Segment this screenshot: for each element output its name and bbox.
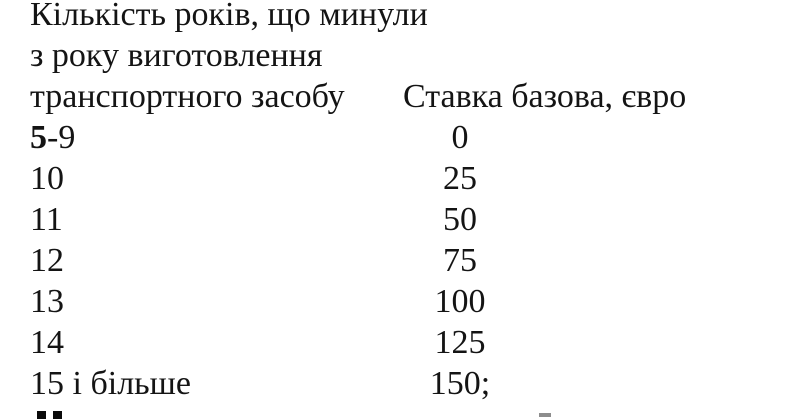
rate-cell: 50 <box>443 201 477 238</box>
years-cell-text: 11 <box>30 201 63 238</box>
years-cell-text: 13 <box>30 283 64 320</box>
years-cell: 10 <box>30 158 64 199</box>
years-cell-text: -9 <box>47 119 76 156</box>
years-cell-text: 15 і більше <box>30 365 191 402</box>
table-row: 10 25 <box>30 158 800 199</box>
rate-cell: 125 <box>434 324 486 361</box>
rate-cell: 150; <box>429 365 491 402</box>
header-col1-line3: транспортного засобу <box>30 78 345 115</box>
header-row-3: транспортного засобу Ставка базова, євро <box>30 76 800 117</box>
years-cell-bold-part: 5 <box>30 119 47 156</box>
table-row: 5-9 0 <box>30 117 800 158</box>
cutoff-letter-dot <box>539 413 551 417</box>
header-col2: Ставка базова, євро <box>403 78 687 115</box>
header-row-2: з року виготовлення <box>30 35 800 76</box>
years-cell: 14 <box>30 322 64 363</box>
rate-cell: 100 <box>434 283 486 320</box>
document-text-block: Кількість років, що минули з року вигото… <box>30 0 800 404</box>
table-row: 14 125 <box>30 322 800 363</box>
years-cell-text: 12 <box>30 242 64 279</box>
rate-cell: 0 <box>451 119 469 156</box>
header-row-1: Кількість років, що минули <box>30 0 800 35</box>
years-cell: 15 і більше <box>30 363 191 404</box>
years-cell-text: 14 <box>30 324 64 361</box>
rate-cell: 25 <box>443 160 477 197</box>
years-cell: 11 <box>30 199 63 240</box>
years-cell: 5-9 <box>30 117 75 158</box>
years-cell: 13 <box>30 281 64 322</box>
header-col1-line2: з року виготовлення <box>30 37 323 74</box>
table-row: 13 100 <box>30 281 800 322</box>
table-row: 15 і більше 150; <box>30 363 800 404</box>
header-col1-line1: Кількість років, що минули <box>30 0 428 33</box>
cutoff-letter-stroke <box>53 411 62 419</box>
rate-cell: 75 <box>443 242 477 279</box>
table-row: 11 50 <box>30 199 800 240</box>
years-cell-text: 10 <box>30 160 64 197</box>
cutoff-letter-stroke <box>37 411 46 419</box>
table-row: 12 75 <box>30 240 800 281</box>
years-cell: 12 <box>30 240 64 281</box>
